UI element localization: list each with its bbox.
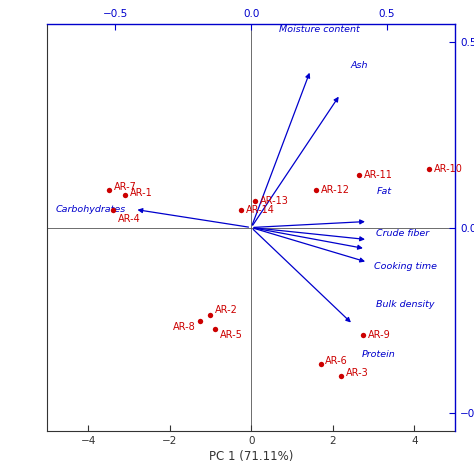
Text: AR-9: AR-9 <box>368 330 391 340</box>
Text: AR-4: AR-4 <box>118 214 140 224</box>
Text: AR-3: AR-3 <box>346 367 369 377</box>
Text: AR-12: AR-12 <box>321 185 350 195</box>
Point <box>317 361 324 368</box>
Point <box>252 198 259 205</box>
Text: AR-6: AR-6 <box>326 356 348 366</box>
Text: AR-2: AR-2 <box>215 305 238 315</box>
Text: Protein: Protein <box>362 350 395 359</box>
Text: Carbohydrates: Carbohydrates <box>56 205 126 214</box>
Point <box>313 186 320 193</box>
Text: Bulk density: Bulk density <box>376 300 435 309</box>
Point <box>425 165 432 173</box>
Point <box>207 311 214 319</box>
Point <box>211 326 219 333</box>
Text: Fat: Fat <box>376 187 392 196</box>
Text: AR-11: AR-11 <box>364 170 393 180</box>
Text: AR-8: AR-8 <box>173 321 195 331</box>
Text: Cooking time: Cooking time <box>374 263 437 272</box>
Text: AR-7: AR-7 <box>113 182 137 192</box>
Point <box>105 186 112 193</box>
Point <box>337 372 345 380</box>
X-axis label: PC 1 (71.11%): PC 1 (71.11%) <box>209 450 293 464</box>
Point <box>109 206 117 214</box>
Point <box>121 191 128 199</box>
Point <box>196 317 204 325</box>
Point <box>359 331 367 339</box>
Text: AR-10: AR-10 <box>433 164 462 174</box>
Text: Crude fiber: Crude fiber <box>376 229 429 238</box>
Text: AR-13: AR-13 <box>260 196 289 206</box>
Text: AR-5: AR-5 <box>219 330 242 340</box>
Point <box>237 206 245 214</box>
Text: Ash: Ash <box>351 61 368 70</box>
Text: AR-1: AR-1 <box>130 188 153 198</box>
Text: Moisture content: Moisture content <box>279 25 359 34</box>
Point <box>356 171 363 179</box>
Text: AR-14: AR-14 <box>246 205 275 215</box>
